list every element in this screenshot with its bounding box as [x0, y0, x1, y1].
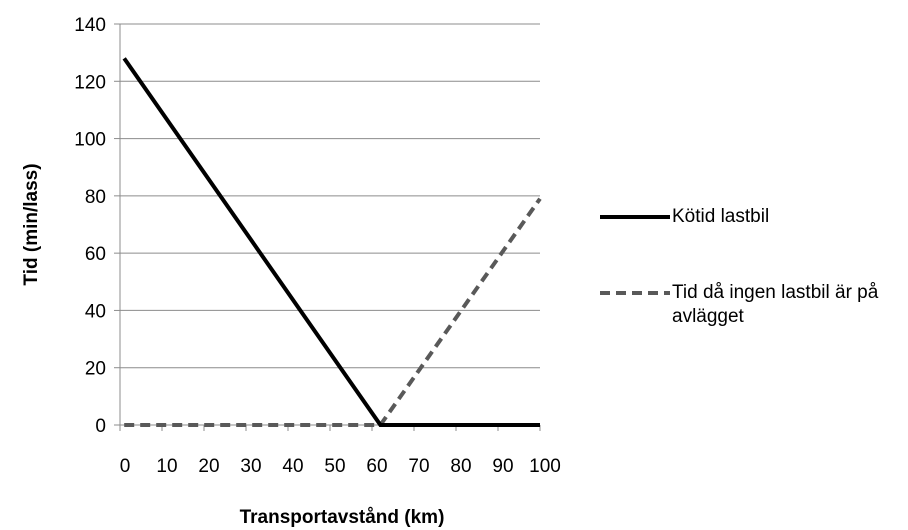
series-line-kotid-lastbil — [122, 57, 540, 427]
y-tick-label-140: 140 — [74, 15, 106, 36]
legend: Kötid lastbil Tid då ingen lastbil är på… — [600, 205, 900, 329]
legend-item-tid: Tid då ingen lastbil är på avlägget — [600, 281, 900, 329]
x-tick-label-30: 30 — [240, 456, 261, 477]
legend-swatch-solid — [600, 205, 672, 229]
x-tick-label-40: 40 — [282, 456, 303, 477]
x-tick-label-50: 50 — [324, 456, 345, 477]
legend-item-kotid: Kötid lastbil — [600, 205, 900, 229]
series-lines — [122, 57, 542, 427]
legend-label-tid: Tid då ingen lastbil är på avlägget — [672, 282, 879, 327]
axes — [114, 23, 541, 431]
x-tick-label-100: 100 — [529, 456, 561, 477]
y-tick-label-80: 80 — [85, 187, 106, 208]
x-tick-label-60: 60 — [366, 456, 387, 477]
y-tick-label-120: 120 — [74, 72, 106, 93]
y-axis-title: Tid (min/lass) — [21, 163, 42, 285]
legend-swatch-dashed — [600, 281, 672, 305]
y-tick-label-20: 20 — [85, 359, 106, 380]
series-line-tid-ingen-lastbil — [124, 197, 542, 427]
x-tick-label-0: 0 — [120, 456, 131, 477]
x-tick-label-90: 90 — [492, 456, 513, 477]
y-tick-label-60: 60 — [85, 244, 106, 265]
x-axis-title: Transportavstånd (km) — [240, 507, 445, 528]
legend-label-kotid: Kötid lastbil — [672, 206, 770, 227]
y-tick-label-40: 40 — [85, 301, 106, 322]
gridlines — [120, 23, 540, 369]
x-tick-label-20: 20 — [198, 456, 219, 477]
tick-labels: 0 20 40 60 80 100 120 140 0 10 20 30 40 50 60 70 80 90 100 — [74, 15, 561, 477]
y-tick-label-0: 0 — [95, 416, 106, 437]
x-tick-label-10: 10 — [156, 456, 177, 477]
y-tick-label-100: 100 — [74, 130, 106, 151]
x-tick-label-80: 80 — [450, 456, 471, 477]
x-tick-label-70: 70 — [408, 456, 429, 477]
